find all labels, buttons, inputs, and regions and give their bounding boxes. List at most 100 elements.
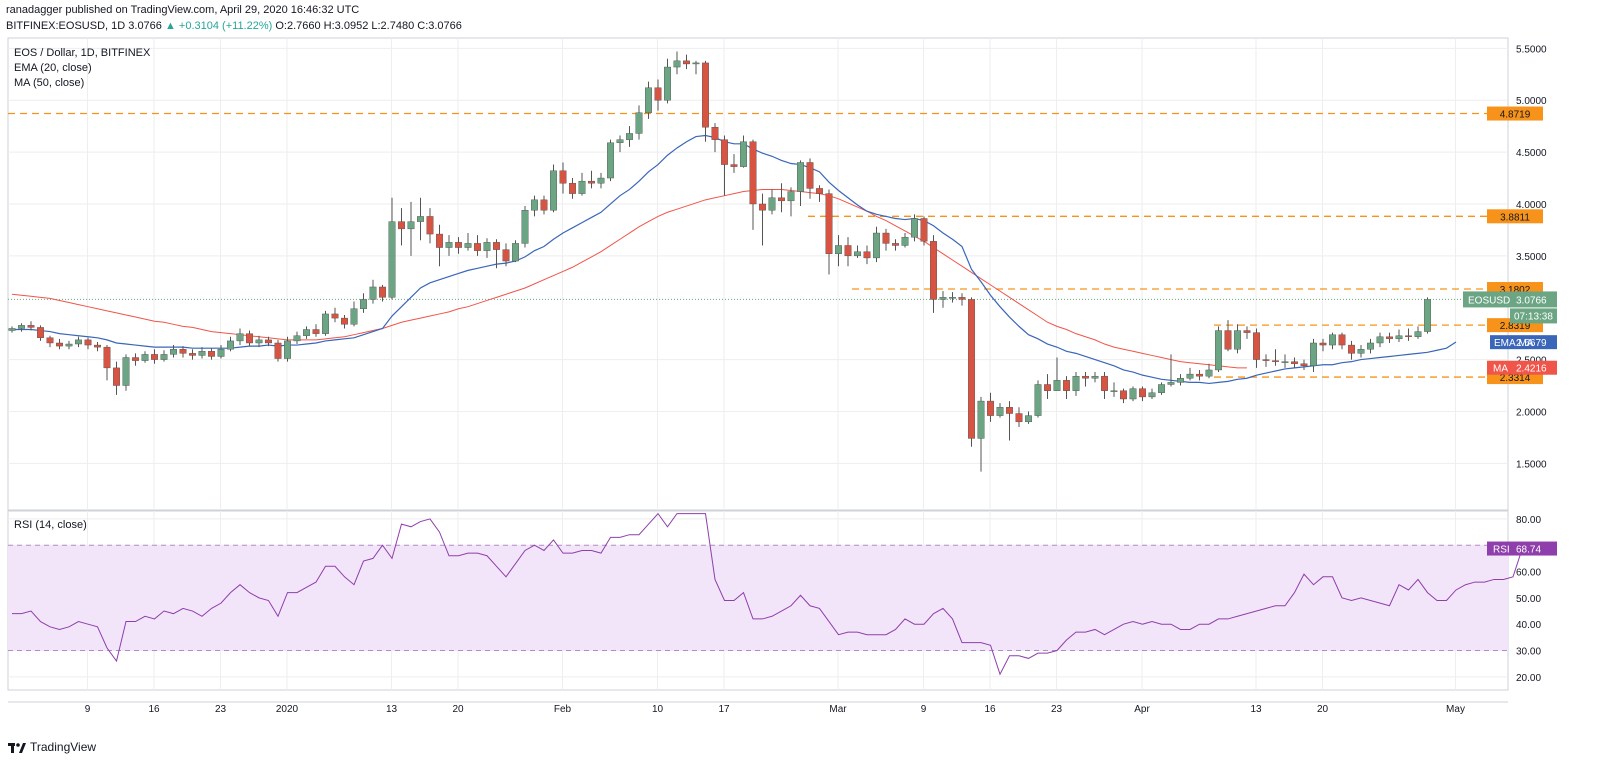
- candle: [664, 66, 671, 101]
- candle: [873, 232, 880, 259]
- candle: [1319, 342, 1327, 346]
- price-pane: [7, 37, 1509, 511]
- x-tick-label: 2020: [276, 704, 299, 715]
- ma-tag: [1487, 360, 1557, 375]
- candle: [540, 199, 548, 211]
- candle: [113, 367, 120, 386]
- candle: [1158, 384, 1165, 393]
- candle: [1072, 375, 1080, 391]
- price-change: ▲ +0.3104 (+11.22%): [164, 20, 273, 32]
- publish-info: ranadagger published on TradingView.com,…: [6, 4, 360, 16]
- level-tag-label: 3.8811: [1500, 212, 1530, 223]
- rsi-legend: RSI (14, close): [14, 519, 87, 531]
- candle: [1253, 332, 1260, 360]
- candle: [170, 349, 177, 355]
- candle: [569, 183, 576, 194]
- symbol-label: BITFINEX:EOSUSD, 1D: [6, 20, 126, 32]
- ohlc-values: O:2.7660 H:3.0952 L:2.7480 C:3.0766: [275, 20, 462, 32]
- candle: [531, 199, 538, 211]
- candle: [616, 139, 624, 143]
- candle: [882, 232, 890, 244]
- x-tick-label: 20: [452, 704, 464, 715]
- candle: [464, 243, 472, 248]
- candle: [844, 245, 852, 257]
- last-price: 3.0766: [128, 20, 162, 32]
- y-tick-label: 1.5000: [1516, 459, 1547, 470]
- x-tick-label: 13: [1250, 704, 1262, 715]
- candle: [835, 245, 842, 254]
- candle: [645, 87, 652, 113]
- candle: [1006, 407, 1013, 414]
- ema-tag-name: EMA:MA: [1494, 338, 1534, 349]
- ma-tag-value: 2.4216: [1516, 364, 1547, 375]
- candle: [417, 216, 424, 222]
- candle: [94, 344, 101, 348]
- rsi-y-tick-label: 20.00: [1516, 673, 1541, 684]
- candle: [331, 313, 339, 319]
- price-legend-item: EOS / Dollar, 1D, BITFINEX: [14, 47, 151, 59]
- candle: [854, 251, 861, 257]
- candle: [217, 349, 225, 357]
- x-tick-label: 16: [984, 704, 996, 715]
- y-tick-label: 4.0000: [1516, 200, 1547, 211]
- candle: [179, 349, 187, 354]
- x-tick-label: Feb: [554, 704, 572, 715]
- level-tag-label: 4.8719: [1500, 110, 1531, 121]
- candle: [759, 203, 766, 211]
- y-tick-label: 5.0000: [1516, 96, 1547, 107]
- countdown-value: 07:13:38: [1514, 311, 1553, 322]
- candle: [8, 328, 16, 331]
- rsi-tag-value: 68.74: [1516, 545, 1541, 556]
- candle: [673, 60, 681, 68]
- candle: [493, 242, 500, 250]
- rsi-line: [12, 512, 1523, 676]
- candle: [189, 353, 196, 356]
- candle: [521, 210, 529, 244]
- x-tick-label: 17: [718, 704, 730, 715]
- candle: [322, 313, 329, 334]
- candle: [75, 339, 82, 345]
- countdown-tag: [1510, 308, 1557, 324]
- candle: [740, 141, 747, 167]
- y-tick-label: 4.5000: [1516, 148, 1547, 159]
- candle: [160, 354, 168, 360]
- candle: [1348, 344, 1355, 354]
- candle: [483, 242, 491, 251]
- candle: [1338, 334, 1346, 346]
- candle: [968, 299, 975, 439]
- candle: [227, 340, 234, 350]
- candle: [1186, 373, 1194, 379]
- x-tick-label: 9: [85, 704, 91, 715]
- candle: [255, 339, 263, 344]
- candle: [369, 286, 377, 300]
- candle: [84, 339, 92, 346]
- candle: [502, 249, 510, 262]
- candle: [1291, 361, 1298, 364]
- candle: [1215, 330, 1222, 371]
- candle: [1367, 342, 1374, 350]
- rsi-y-tick-label: 50.00: [1516, 594, 1541, 605]
- candle: [949, 297, 956, 299]
- candle: [768, 197, 776, 211]
- candle: [1424, 299, 1431, 332]
- candle: [379, 286, 386, 298]
- candle: [1224, 330, 1232, 350]
- y-tick-label: 3.5000: [1516, 252, 1547, 263]
- candle: [607, 142, 614, 179]
- candle: [920, 218, 928, 242]
- candle: [1101, 375, 1108, 391]
- candle: [778, 197, 785, 202]
- candle: [654, 87, 662, 101]
- x-tick-label: 23: [215, 704, 227, 715]
- price-legend-item: MA (50, close): [14, 77, 84, 89]
- candle: [1329, 334, 1336, 346]
- rsi-y-tick-label: 60.00: [1516, 568, 1541, 579]
- candle: [1205, 369, 1213, 377]
- candle: [46, 337, 54, 344]
- candle: [1167, 382, 1175, 385]
- candle: [806, 162, 814, 189]
- level-tag-label: 2.8319: [1500, 321, 1531, 332]
- candle: [18, 325, 25, 329]
- x-tick-label: Apr: [1134, 704, 1150, 715]
